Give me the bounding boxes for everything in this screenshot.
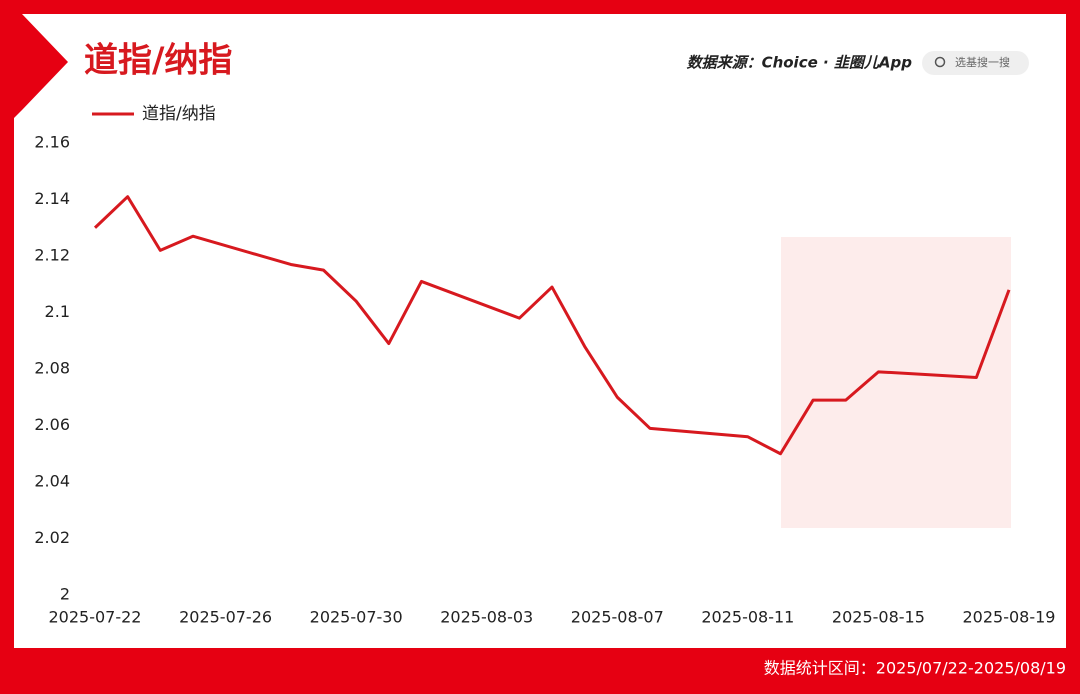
x-tick-label: 2025-08-15 (832, 608, 925, 627)
line (93, 195, 1011, 456)
search-text: 选基搜一搜 (955, 55, 1010, 69)
x-tick-label: 2025-07-30 (310, 608, 403, 627)
y-tick-label: 2.04 (34, 472, 70, 491)
y-tick-label: 2.1 (45, 302, 70, 321)
search-icon (934, 56, 946, 68)
chart-title: 道指/纳指 (84, 41, 232, 81)
x-tick-label: 2025-08-11 (701, 608, 794, 627)
y-tick-label: 2.16 (34, 133, 70, 152)
source: 数据来源：Choice · 韭圈儿App (687, 54, 913, 72)
y-tick-label: 2.02 (34, 528, 70, 547)
x-tick-label: 2025-08-07 (571, 608, 664, 627)
y-tick-label: 2.06 (34, 415, 70, 434)
y-tick-label: 2.14 (34, 189, 70, 208)
highlight-region (781, 237, 1011, 528)
search-box[interactable] (922, 51, 1029, 75)
y-tick-label: 2.12 (34, 246, 70, 265)
x-tick-label: 2025-08-03 (440, 608, 533, 627)
x-tick-label: 2025-07-22 (49, 608, 142, 627)
y-tick-label: 2.08 (34, 359, 70, 378)
x-tick-label: 2025-08-19 (963, 608, 1056, 627)
y-tick-label: 2 (60, 585, 70, 604)
legend-label: 道指/纳指 (142, 104, 216, 124)
footer: 数据统计区间：2025/07/22-2025/08/19 (764, 659, 1066, 678)
corner-mark (14, 14, 68, 118)
x-tick-label: 2025-07-26 (179, 608, 272, 627)
